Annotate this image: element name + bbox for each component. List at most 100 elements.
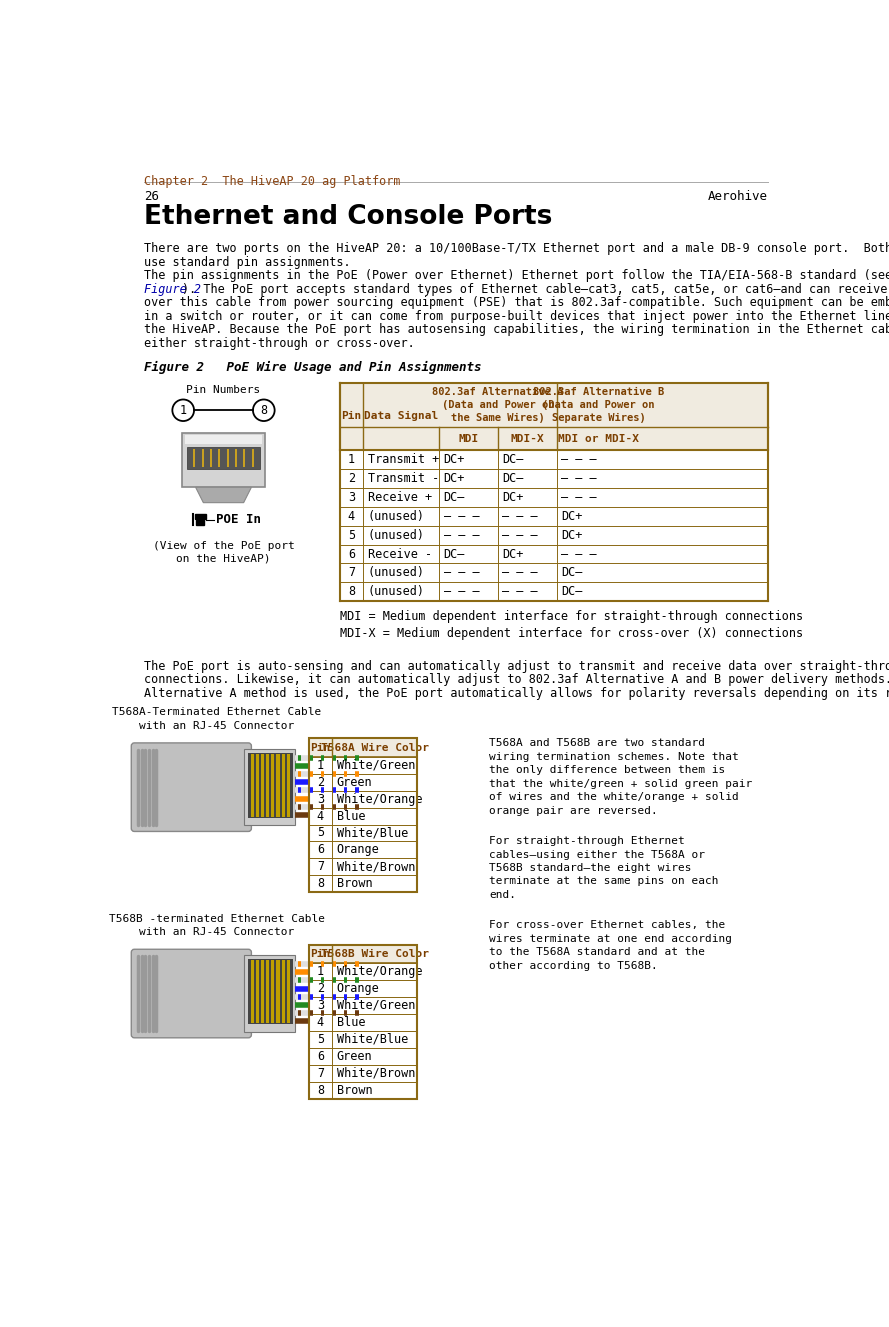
Text: (unused): (unused) bbox=[368, 585, 425, 598]
Text: 802.3af Alternative B
(Data and Power on
Separate Wires): 802.3af Alternative B (Data and Power on… bbox=[533, 387, 664, 423]
Text: DC–: DC– bbox=[502, 472, 524, 486]
Text: T568B -terminated Ethernet Cable: T568B -terminated Ethernet Cable bbox=[108, 914, 324, 924]
Text: Chapter 2  The HiveAP 20 ag Platform: Chapter 2 The HiveAP 20 ag Platform bbox=[144, 175, 400, 187]
Bar bbox=[308, 774, 417, 791]
Text: – – –: – – – bbox=[502, 585, 538, 598]
Text: – – –: – – – bbox=[502, 567, 538, 580]
Text: White/Orange: White/Orange bbox=[337, 792, 422, 805]
Bar bbox=[308, 1031, 417, 1048]
Bar bbox=[282, 959, 284, 1023]
Text: wires terminate at one end according: wires terminate at one end according bbox=[489, 934, 733, 943]
Text: the only difference between them is: the only difference between them is bbox=[489, 766, 725, 775]
Text: DC+: DC+ bbox=[444, 454, 465, 466]
Text: Data Signal: Data Signal bbox=[364, 411, 438, 422]
Text: 1: 1 bbox=[180, 403, 187, 417]
Text: 2: 2 bbox=[348, 472, 355, 486]
Text: 3: 3 bbox=[316, 792, 324, 805]
Text: Brown: Brown bbox=[337, 877, 372, 890]
Bar bbox=[210, 449, 212, 467]
Text: MDI or MDI-X: MDI or MDI-X bbox=[558, 434, 639, 443]
Text: POE In: POE In bbox=[216, 514, 260, 525]
Text: (unused): (unused) bbox=[368, 510, 425, 523]
Text: 4: 4 bbox=[348, 510, 355, 523]
Text: with an RJ-45 Connector: with an RJ-45 Connector bbox=[139, 928, 294, 937]
Text: DC–: DC– bbox=[444, 491, 465, 504]
Bar bbox=[251, 959, 254, 1023]
Text: 5: 5 bbox=[316, 827, 324, 840]
Text: There are two ports on the HiveAP 20: a 10/100Base-T/TX Ethernet port and a male: There are two ports on the HiveAP 20: a … bbox=[144, 243, 889, 255]
Text: – – –: – – – bbox=[502, 528, 538, 541]
Text: cables—using either the T568A or: cables—using either the T568A or bbox=[489, 849, 705, 860]
Bar bbox=[340, 382, 767, 450]
Text: 8: 8 bbox=[260, 403, 268, 417]
Text: White/Blue: White/Blue bbox=[337, 1032, 408, 1046]
Bar bbox=[251, 754, 254, 817]
Text: DC+: DC+ bbox=[561, 510, 583, 523]
Text: wiring termination schemes. Note that: wiring termination schemes. Note that bbox=[489, 752, 739, 762]
Bar bbox=[252, 449, 253, 467]
Text: Pin: Pin bbox=[310, 743, 331, 752]
Bar bbox=[308, 738, 417, 756]
Text: DC–: DC– bbox=[444, 548, 465, 560]
Text: T568B Wire Color: T568B Wire Color bbox=[321, 949, 428, 959]
Text: Receive +: Receive + bbox=[368, 491, 432, 504]
Bar bbox=[271, 959, 275, 1023]
Text: Aerohive: Aerohive bbox=[708, 190, 767, 203]
Bar bbox=[286, 959, 290, 1023]
Text: DC+: DC+ bbox=[561, 528, 583, 541]
Bar bbox=[340, 507, 767, 525]
Text: 6: 6 bbox=[316, 1050, 324, 1063]
Bar bbox=[256, 754, 260, 817]
Text: Green: Green bbox=[337, 1050, 372, 1063]
Text: 6: 6 bbox=[348, 548, 355, 560]
Text: – – –: – – – bbox=[561, 454, 597, 466]
Text: 802.3af Alternative A
(Data and Power on
the Same Wires): 802.3af Alternative A (Data and Power on… bbox=[432, 387, 564, 423]
Text: over this cable from power sourcing equipment (PSE) that is 802.3af-compatible. : over this cable from power sourcing equi… bbox=[144, 296, 889, 309]
Text: MDI-X: MDI-X bbox=[510, 434, 544, 443]
Bar bbox=[340, 525, 767, 544]
Text: For cross-over Ethernet cables, the: For cross-over Ethernet cables, the bbox=[489, 921, 725, 930]
Text: (unused): (unused) bbox=[368, 528, 425, 541]
Bar bbox=[282, 754, 284, 817]
Text: DC–: DC– bbox=[561, 567, 583, 580]
Bar bbox=[286, 754, 290, 817]
Text: 26: 26 bbox=[144, 190, 158, 203]
Bar bbox=[267, 959, 269, 1023]
Text: – – –: – – – bbox=[561, 491, 597, 504]
Text: the HiveAP. Because the PoE port has autosensing capabilities, the wiring termin: the HiveAP. Because the PoE port has aut… bbox=[144, 324, 889, 336]
Bar bbox=[308, 738, 417, 892]
Bar bbox=[308, 841, 417, 859]
Bar bbox=[340, 564, 767, 583]
Text: DC+: DC+ bbox=[444, 472, 465, 486]
Text: 5: 5 bbox=[348, 528, 355, 541]
Text: that the white/green + solid green pair: that the white/green + solid green pair bbox=[489, 779, 753, 788]
Bar bbox=[244, 449, 245, 467]
Text: terminate at the same pins on each: terminate at the same pins on each bbox=[489, 877, 719, 886]
Text: T568A Wire Color: T568A Wire Color bbox=[321, 743, 428, 752]
Text: 8: 8 bbox=[348, 585, 355, 598]
Bar bbox=[308, 963, 417, 981]
Text: – – –: – – – bbox=[444, 567, 479, 580]
Text: 6: 6 bbox=[316, 844, 324, 856]
Text: other according to T568B.: other according to T568B. bbox=[489, 961, 658, 971]
Bar bbox=[340, 470, 767, 488]
Text: 7: 7 bbox=[348, 567, 355, 580]
Text: 4: 4 bbox=[316, 809, 324, 823]
Bar bbox=[271, 754, 275, 817]
Text: White/Orange: White/Orange bbox=[337, 965, 422, 978]
Bar bbox=[256, 959, 260, 1023]
Text: – – –: – – – bbox=[444, 528, 479, 541]
FancyBboxPatch shape bbox=[132, 743, 252, 832]
Text: (unused): (unused) bbox=[368, 567, 425, 580]
Bar bbox=[276, 754, 279, 817]
Text: MDI = Medium dependent interface for straight-through connections: MDI = Medium dependent interface for str… bbox=[340, 610, 803, 624]
Text: ). The PoE port accepts standard types of Ethernet cable—cat3, cat5, cat5e, or c: ). The PoE port accepts standard types o… bbox=[182, 283, 889, 296]
Text: For straight-through Ethernet: For straight-through Ethernet bbox=[489, 836, 685, 847]
Text: Pin: Pin bbox=[310, 949, 331, 959]
Text: 8: 8 bbox=[316, 877, 324, 890]
Text: – – –: – – – bbox=[444, 585, 479, 598]
Bar bbox=[202, 449, 204, 467]
Text: White/Green: White/Green bbox=[337, 759, 415, 772]
Text: – – –: – – – bbox=[561, 472, 597, 486]
Text: end.: end. bbox=[489, 890, 517, 900]
